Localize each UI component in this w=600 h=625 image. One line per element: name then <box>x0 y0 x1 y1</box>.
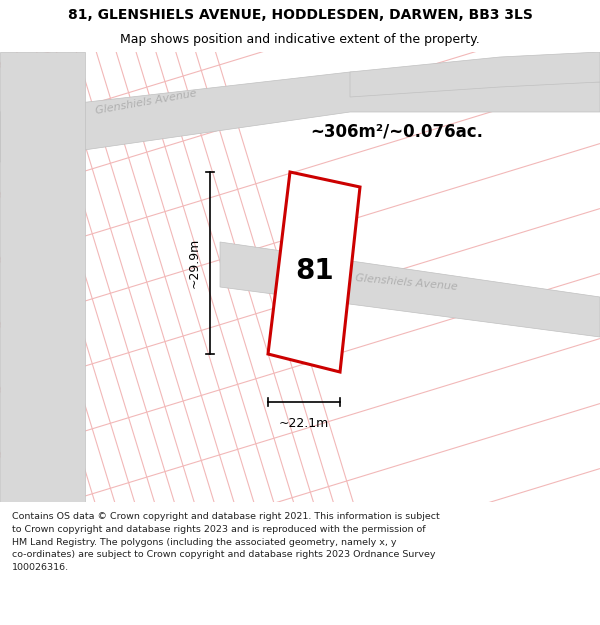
Text: 81, GLENSHIELS AVENUE, HODDLESDEN, DARWEN, BB3 3LS: 81, GLENSHIELS AVENUE, HODDLESDEN, DARWE… <box>68 8 532 21</box>
Polygon shape <box>0 72 600 162</box>
Polygon shape <box>350 52 600 97</box>
Text: ~29.9m: ~29.9m <box>187 238 200 288</box>
Text: ~306m²/~0.076ac.: ~306m²/~0.076ac. <box>310 123 483 141</box>
Text: ~22.1m: ~22.1m <box>279 418 329 431</box>
Text: Glenshiels Avenue: Glenshiels Avenue <box>355 272 458 291</box>
Polygon shape <box>220 242 600 337</box>
Text: 81: 81 <box>295 258 334 285</box>
Text: Glenshiels Avenue: Glenshiels Avenue <box>95 88 198 116</box>
Text: Contains OS data © Crown copyright and database right 2021. This information is : Contains OS data © Crown copyright and d… <box>12 512 440 572</box>
Polygon shape <box>0 52 85 502</box>
Text: Map shows position and indicative extent of the property.: Map shows position and indicative extent… <box>120 32 480 46</box>
Polygon shape <box>268 172 360 372</box>
